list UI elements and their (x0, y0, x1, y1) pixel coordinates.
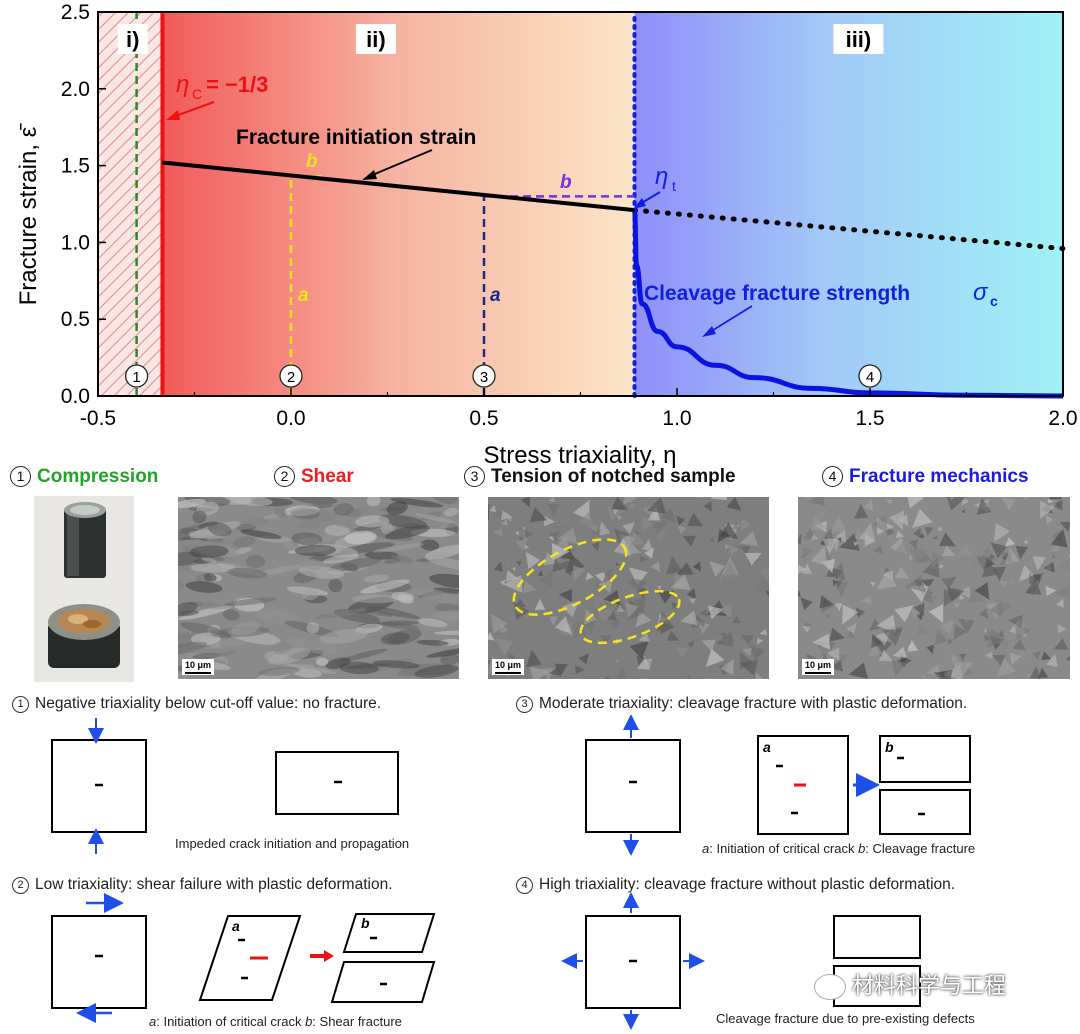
fracture-chart: -0.5 0.0 0.5 1.0 1.5 2.00.00.51.01.52.02.5 i)… (15, 1, 1078, 469)
label-a-yellow: a (298, 285, 309, 306)
x-tick-label: 2.0 (1048, 407, 1077, 430)
x-tick-label: 0.5 (469, 407, 498, 430)
svg-text:iii): iii) (846, 27, 872, 52)
cleavage-arrowhead (702, 326, 716, 337)
scale-bar: 10 μm (182, 659, 215, 675)
description-4: 4 High triaxiality: cleavage fracture wit… (516, 876, 955, 894)
point-marker-1: 1 (124, 364, 149, 388)
schematic-4-high-triaxiality (561, 892, 921, 1030)
x-tick-label: 1.5 (855, 407, 884, 430)
watermark: 材料科学与工程 (814, 968, 1006, 1001)
circled-number: 3 (464, 466, 485, 488)
caption-impeded-crack: Impeded crack initiation and propagation (175, 836, 410, 851)
section-title-tension: 3 Tension of notched sample (464, 466, 736, 488)
label-a-navy: a (490, 285, 501, 306)
compression-sample-photo (34, 496, 134, 682)
eta-t-sub: t (672, 178, 676, 194)
dimple-region-outline (579, 589, 681, 645)
description-2: 2 Low triaxiality: shear failure with pla… (12, 876, 393, 894)
region-iii-background (634, 12, 1063, 396)
description-3: 3 Moderate triaxiality: cleavage fracture… (516, 695, 967, 713)
caption-pre-existing-defects: Cleavage fracture due to pre-existing de… (716, 1011, 975, 1026)
svg-text:i): i) (126, 27, 139, 52)
marker-number: 4 (866, 369, 874, 386)
marker-circle (124, 364, 149, 388)
region-i-background (98, 12, 163, 396)
eta-c-sub: C (192, 86, 202, 102)
x-axis-label: Stress triaxiality, η (484, 442, 677, 469)
y-tick-label: 0.5 (61, 308, 90, 331)
fracture-initiation-label: Fracture initiation strain (236, 126, 476, 149)
fracture-arrowhead (362, 170, 377, 180)
circled-number: 1 (10, 466, 31, 488)
cleavage-strength-label: Cleavage fracture strength (644, 282, 910, 305)
marker-circle (279, 364, 303, 388)
point-marker-2: 2 (279, 364, 303, 388)
marker-circle (472, 364, 496, 388)
marker-number: 3 (480, 369, 488, 386)
series-fracture-initiation-strain (162, 160, 635, 213)
series-cleavage-fracture-strength (632, 207, 1064, 399)
x-tick-label: 0.0 (276, 407, 305, 430)
circled-number: 2 (274, 466, 295, 488)
marker-circle (858, 364, 882, 388)
svg-text:ii): ii) (366, 27, 386, 52)
eta-c-arrowhead (166, 110, 180, 120)
caption-cleavage-steps: a: Initiation of critical crack b: Cleav… (702, 841, 976, 856)
marker-number: 2 (287, 369, 295, 386)
y-tick-label: 0.0 (61, 385, 90, 408)
schematic-3-tension: a b (585, 715, 971, 856)
section-title-compression: 1 Compression (10, 466, 158, 488)
schematic-diagrams: a b a b (51, 715, 971, 1030)
sem-image-notched: 10 μm (488, 497, 769, 679)
sem-image-shear: 10 μm (178, 497, 459, 679)
x-tick-label: 1.0 (662, 407, 691, 430)
point-marker-3: 3 (472, 364, 496, 388)
section-title-shear: 2 Shear (274, 466, 354, 488)
marker-number: 1 (132, 369, 140, 386)
y-axis-label: Fracture strain, ε̄ (15, 123, 42, 306)
svg-text:b: b (885, 739, 894, 755)
eta-t-label: η (655, 163, 668, 190)
region-label-iii: iii) (833, 24, 884, 54)
scale-bar: 10 μm (492, 659, 525, 675)
fracture-arrow (369, 149, 433, 177)
schematic-2-shear: a b (51, 893, 436, 1023)
description-1: 1 Negative triaxiality below cut-off valu… (12, 695, 381, 713)
y-tick-label: 1.0 (61, 231, 90, 254)
region-label-ii: ii) (355, 24, 396, 54)
scale-bar: 10 μm (802, 659, 835, 675)
svg-text:a: a (232, 918, 240, 934)
cleavage-sigma: σ (973, 279, 989, 306)
schematic-1-compression (51, 718, 399, 854)
eta-c-value: = −1/3 (206, 72, 268, 97)
label-b-purple: b (560, 172, 572, 193)
eta-c-label: η (176, 71, 189, 98)
caption-shear-steps: a: Initiation of critical crack b: Shear… (149, 1014, 402, 1029)
eta-t-arrowhead (633, 198, 646, 209)
x-tick-label: -0.5 (80, 407, 116, 430)
cleavage-sigma-sub: c (990, 293, 998, 309)
y-tick-label: 2.5 (61, 1, 90, 24)
sem-image-fracture-mechanics: 10 μm (798, 497, 1070, 679)
region-label-i: i) (117, 24, 148, 54)
svg-text:a: a (763, 739, 771, 755)
cleavage-arrow (709, 305, 753, 333)
label-b-yellow: b (306, 151, 318, 172)
y-tick-label: 1.5 (61, 155, 90, 178)
svg-text:b: b (361, 915, 370, 931)
y-tick-label: 2.0 (61, 78, 90, 101)
section-title-fracture-mechanics: 4 Fracture mechanics (822, 466, 1029, 488)
circled-number: 4 (822, 466, 843, 488)
point-marker-4: 4 (858, 364, 882, 388)
dimple-region-outline (512, 538, 628, 616)
